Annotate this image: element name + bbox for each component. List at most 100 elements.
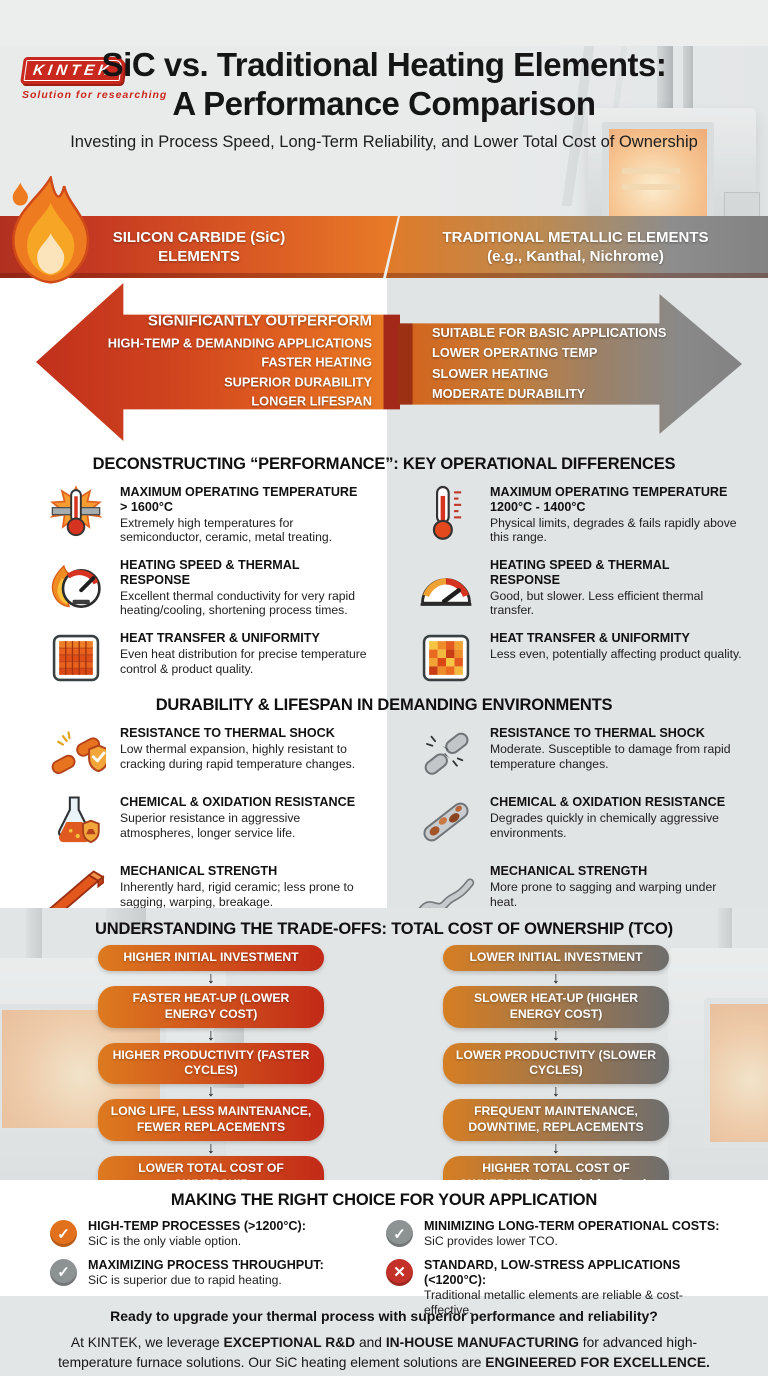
choice-item-desc: SiC is superior due to rapid heating. xyxy=(88,1272,282,1287)
perf-trad-item-uniformity: HEAT TRANSFER & UNIFORMITY Less even, po… xyxy=(414,629,768,687)
tco-trad-step: FREQUENT MAINTENANCE, DOWNTIME, REPLACEM… xyxy=(443,1099,669,1142)
down-arrow-icon: ↓ xyxy=(552,1083,560,1101)
page-title: SiC vs. Traditional Heating Elements: A … xyxy=(0,46,768,124)
trad-arrow-line: LOWER OPERATING TEMP xyxy=(432,345,598,361)
item-title: CHEMICAL & OXIDATION RESISTANCE xyxy=(490,795,726,809)
faded-furnace-right xyxy=(648,908,768,1180)
item-desc: More prone to sagging and warping under … xyxy=(490,879,717,909)
banner-trad-line2: (e.g., Kanthal, Nichrome) xyxy=(487,248,664,265)
footer-body: At KINTEK, we leverage EXCEPTIONAL R&D a… xyxy=(0,1333,768,1373)
heat-grid-uneven-icon xyxy=(422,634,470,682)
tco-trad-step: LOWER PRODUCTIVITY (SLOWER CYCLES) xyxy=(443,1042,669,1085)
tco-sic-step: FASTER HEAT-UP (LOWER ENERGY COST) xyxy=(98,985,324,1028)
durability-title: DURABILITY & LIFESPAN IN DEMANDING ENVIR… xyxy=(155,696,613,714)
dur-trad-item-strength: MECHANICAL STRENGTH More prone to saggin… xyxy=(414,862,768,920)
dur-trad-item-chemical: CHEMICAL & OXIDATION RESISTANCE Degrades… xyxy=(414,793,768,851)
choice-item-operational-costs: ✓ MINIMIZING LONG-TERM OPERATIONAL COSTS… xyxy=(386,1219,768,1249)
check-circle-icon: ✓ xyxy=(386,1220,413,1247)
item-desc: Less even, potentially affecting product… xyxy=(490,646,742,661)
sic-arrow-line: HIGH-TEMP & DEMANDING APPLICATIONS xyxy=(107,335,372,351)
item-desc: Physical limits, degrades & fails rapidl… xyxy=(490,515,737,545)
tco-trad-step: LOWER INITIAL INVESTMENT xyxy=(443,945,669,971)
down-arrow-icon: ↓ xyxy=(207,1026,215,1044)
choice-item-standard-apps: ✕ STANDARD, LOW-STRESS APPLICATIONS (<12… xyxy=(386,1258,768,1318)
trad-arrow-line: MODERATE DURABILITY xyxy=(432,386,586,402)
item-title: HEATING SPEED & THERMAL RESPONSE xyxy=(490,558,670,587)
section-performance: DECONSTRUCTING “PERFORMANCE”: KEY OPERAT… xyxy=(0,446,768,686)
durability-trad-column: RESISTANCE TO THERMAL SHOCK Moderate. Su… xyxy=(384,724,768,931)
item-title: RESISTANCE TO THERMAL SHOCK xyxy=(120,726,335,740)
sagging-wire-icon xyxy=(417,878,475,915)
perf-trad-item-temp: MAXIMUM OPERATING TEMPERATURE 1200°C - 1… xyxy=(414,483,768,545)
down-arrow-icon: ↓ xyxy=(207,1140,215,1158)
footer-bold-text: IN-HOUSE MANUFACTURING xyxy=(385,1335,579,1350)
summary-arrows: SIGNIFICANTLY OUTPERFORM HIGH-TEMP & DEM… xyxy=(0,278,768,446)
tco-sic-step: LOWER TOTAL COST OF OWNERSHIP xyxy=(98,1156,324,1180)
down-arrow-icon: ↓ xyxy=(552,1026,560,1044)
flame-icon xyxy=(12,176,90,284)
choice-item-title: HIGH-TEMP PROCESSES (>1200°C): xyxy=(88,1219,306,1233)
choice-item-desc: SiC is the only viable option. xyxy=(88,1234,242,1249)
broken-rod-shield-icon xyxy=(51,731,106,775)
item-desc: Degrades quickly in chemically aggressiv… xyxy=(490,810,719,840)
banner-sic-line2: ELEMENTS xyxy=(158,248,240,265)
check-circle-icon: ✓ xyxy=(50,1220,77,1247)
item-desc: Moderate. Susceptible to damage from rap… xyxy=(490,741,731,771)
header: KINTEK Solution for researching SiC vs. … xyxy=(0,46,768,250)
perf-sic-item-speed: HEATING SPEED & THERMAL RESPONSE Excelle… xyxy=(44,556,384,618)
tco-sic-step: LONG LIFE, LESS MAINTENANCE, FEWER REPLA… xyxy=(98,1099,324,1142)
item-title2: > 1600°C xyxy=(120,499,174,514)
check-circle-icon: ✓ xyxy=(50,1258,77,1286)
gauge-plain-icon xyxy=(420,578,472,606)
item-desc: Extremely high temperatures for semicond… xyxy=(120,515,333,545)
tco-sic-flow: HIGHER INITIAL INVESTMENT ↓ FASTER HEAT-… xyxy=(0,945,384,1180)
dur-sic-item-chemical: CHEMICAL & OXIDATION RESISTANCE Superior… xyxy=(44,793,384,851)
x-circle-icon: ✕ xyxy=(386,1258,413,1286)
item-title: MAXIMUM OPERATING TEMPERATURE xyxy=(120,485,358,499)
choice-item-high-temp: ✓ HIGH-TEMP PROCESSES (>1200°C): SiC is … xyxy=(50,1219,386,1249)
tco-sic-step: HIGHER PRODUCTIVITY (FASTER CYCLES) xyxy=(98,1042,324,1085)
page-title-line1: SiC vs. Traditional Heating Elements: xyxy=(101,46,667,83)
item-desc: Good, but slower. Less efficient thermal… xyxy=(490,588,704,618)
durability-sic-column: RESISTANCE TO THERMAL SHOCK Low thermal … xyxy=(0,724,384,931)
choice-item-title: STANDARD, LOW-STRESS APPLICATIONS (<1200… xyxy=(424,1257,681,1287)
sic-arrow-line: FASTER HEATING xyxy=(261,355,372,371)
choice-item-title: MAXIMIZING PROCESS THROUGHPUT: xyxy=(88,1257,324,1272)
thermometer-plain-icon xyxy=(432,485,462,540)
item-title: HEAT TRANSFER & UNIFORMITY xyxy=(490,631,690,645)
footer-bold-text: ENGINEERED FOR EXCELLENCE. xyxy=(485,1355,710,1370)
choice-item-title: MINIMIZING LONG-TERM OPERATIONAL COSTS: xyxy=(424,1219,720,1233)
sic-arrow-headline: SIGNIFICANTLY OUTPERFORM xyxy=(147,312,372,330)
footer-text: and xyxy=(355,1335,386,1350)
sic-arrow-line: LONGER LIFESPAN xyxy=(251,393,372,409)
dur-trad-item-shock: RESISTANCE TO THERMAL SHOCK Moderate. Su… xyxy=(414,724,768,782)
tco-trad-flow: LOWER INITIAL INVESTMENT ↓ SLOWER HEAT-U… xyxy=(384,945,768,1180)
trad-arrow-line: SLOWER HEATING xyxy=(432,366,549,381)
sic-left-arrow: SIGNIFICANTLY OUTPERFORM HIGH-TEMP & DEM… xyxy=(36,283,400,441)
item-desc: Even heat distribution for precise tempe… xyxy=(120,646,367,676)
dur-sic-item-shock: RESISTANCE TO THERMAL SHOCK Low thermal … xyxy=(44,724,384,782)
performance-title: DECONSTRUCTING “PERFORMANCE”: KEY OPERAT… xyxy=(92,455,676,473)
item-title2: 1200°C - 1400°C xyxy=(490,499,586,514)
choice-item-desc: Traditional metallic elements are reliab… xyxy=(424,1287,683,1317)
item-title: RESISTANCE TO THERMAL SHOCK xyxy=(490,726,705,740)
traditional-right-arrow: SUITABLE FOR BASIC APPLICATIONS LOWER OP… xyxy=(398,294,742,434)
tco-trad-step: HIGHER TOTAL COST OF OWNERSHIP (Potentia… xyxy=(443,1156,669,1180)
trad-arrow-line: SUITABLE FOR BASIC APPLICATIONS xyxy=(432,325,667,341)
thermometer-burst-icon xyxy=(49,485,103,537)
section-choice: MAKING THE RIGHT CHOICE FOR YOUR APPLICA… xyxy=(0,1180,768,1317)
tco-trad-step: SLOWER HEAT-UP (HIGHER ENERGY COST) xyxy=(443,985,669,1028)
footer-text: for advanced high-temperature furnace so… xyxy=(58,1335,698,1370)
item-desc: Superior resistance in aggressive atmosp… xyxy=(120,810,301,840)
perf-sic-item-uniformity: HEAT TRANSFER & UNIFORMITY Even heat dis… xyxy=(44,629,384,687)
item-title: HEAT TRANSFER & UNIFORMITY xyxy=(120,631,320,645)
page-title-line2: A Performance Comparison xyxy=(172,84,596,122)
heat-grid-even-icon xyxy=(52,634,100,682)
column-banners: SILICON CARBIDE (SiC) ELEMENTS TRADITION… xyxy=(0,176,768,284)
down-arrow-icon: ↓ xyxy=(207,969,215,987)
banner-traditional: TRADITIONAL METALLIC ELEMENTS (e.g., Kan… xyxy=(386,216,768,278)
flask-shield-icon xyxy=(57,796,100,844)
page-subtitle: Investing in Process Speed, Long-Term Re… xyxy=(70,132,698,151)
footer-bold-text: EXCEPTIONAL R&D xyxy=(223,1335,356,1350)
footer-text: At KINTEK, we leverage xyxy=(70,1335,224,1350)
